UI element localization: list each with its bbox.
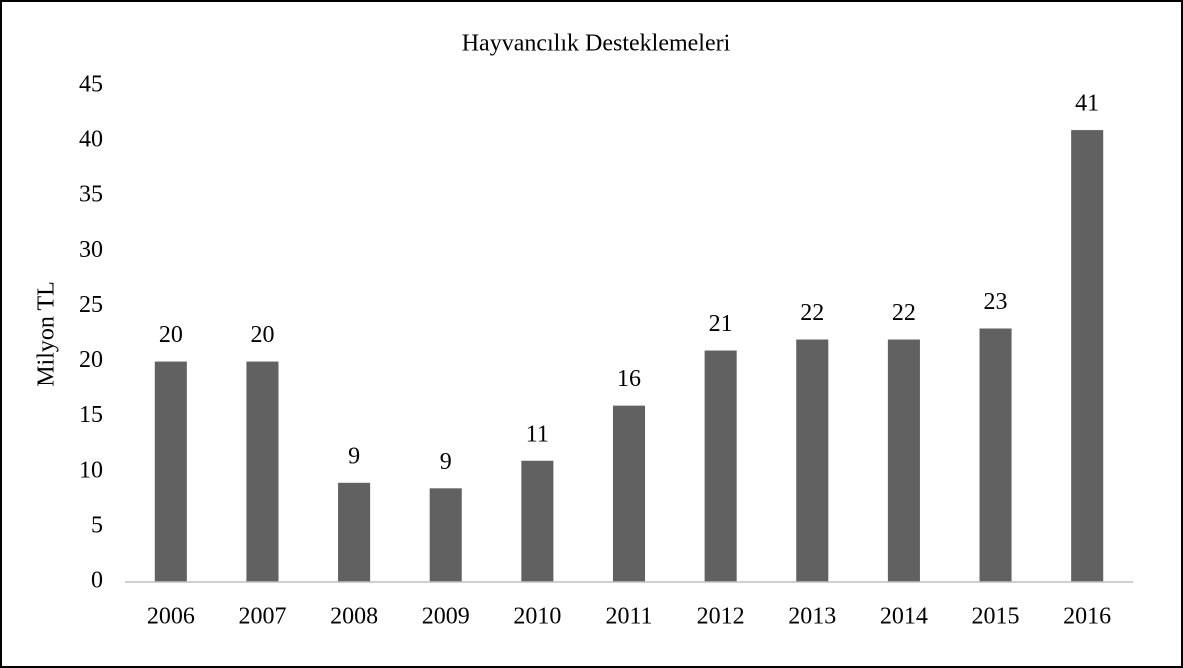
x-tick-label: 2012 <box>697 604 745 630</box>
data-label: 22 <box>800 300 824 326</box>
x-tick-label: 2014 <box>880 604 928 630</box>
bar <box>612 405 646 582</box>
data-label: 9 <box>440 449 452 475</box>
y-tick-label: 20 <box>79 347 103 373</box>
bar <box>338 482 371 582</box>
x-tick-label: 2013 <box>788 604 836 630</box>
bar <box>796 339 829 582</box>
bar <box>154 361 187 582</box>
bar <box>979 328 1012 582</box>
x-tick-label: 2006 <box>147 604 195 630</box>
y-tick-label: 0 <box>91 568 103 594</box>
data-label: 41 <box>1075 91 1099 117</box>
y-tick-label: 10 <box>79 457 103 483</box>
x-tick-label: 2015 <box>972 604 1020 630</box>
x-tick-label: 2007 <box>238 604 286 630</box>
bar <box>429 488 462 582</box>
x-tick-label: 2011 <box>605 604 652 630</box>
y-tick-label: 15 <box>79 402 103 428</box>
x-tick-label: 2009 <box>422 604 470 630</box>
x-tick-label: 2016 <box>1063 604 1111 630</box>
y-tick-label: 45 <box>79 72 103 98</box>
data-label: 23 <box>984 289 1008 315</box>
data-label: 16 <box>617 366 641 392</box>
x-tick-label: 2008 <box>330 604 378 630</box>
data-label: 21 <box>709 311 733 337</box>
chart-title: Hayvancılık Desteklemeleri <box>462 31 731 57</box>
bar <box>1071 130 1104 583</box>
data-label: 22 <box>892 300 916 326</box>
data-label: 9 <box>348 443 360 469</box>
bar <box>246 361 279 582</box>
y-tick-label: 5 <box>91 512 103 538</box>
data-label: 20 <box>159 322 183 348</box>
data-label: 20 <box>250 322 274 348</box>
y-axis-label: Milyon TL <box>34 281 60 387</box>
bar <box>887 339 920 582</box>
data-label: 11 <box>526 421 549 447</box>
x-tick-label: 2010 <box>513 604 561 630</box>
y-tick-label: 35 <box>79 182 103 208</box>
y-tick-label: 30 <box>79 237 103 263</box>
y-tick-label: 40 <box>79 127 103 153</box>
bar <box>521 460 554 582</box>
bar <box>704 350 737 582</box>
y-tick-label: 25 <box>79 292 103 318</box>
